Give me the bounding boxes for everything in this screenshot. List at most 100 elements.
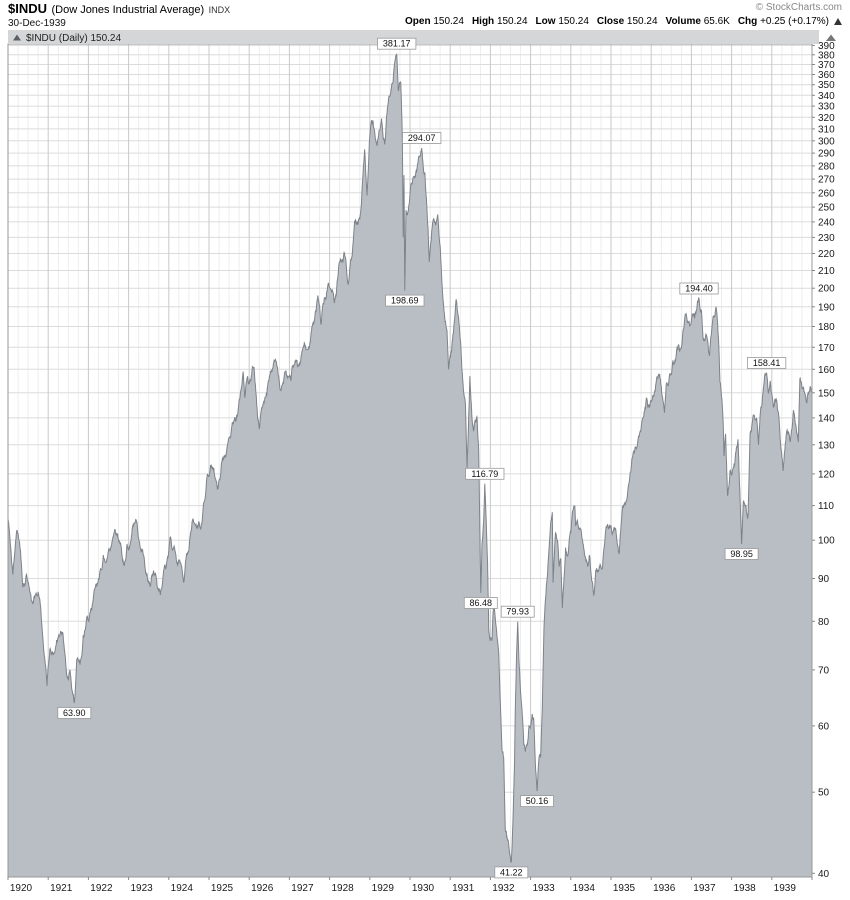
x-axis-label: 1936: [653, 883, 676, 894]
y-axis-label: 390: [818, 41, 835, 52]
symbol-label: $INDU: [8, 1, 48, 16]
y-axis-label: 320: [818, 113, 835, 124]
price-annotation-box: [377, 37, 417, 50]
y-axis-label: 120: [818, 469, 835, 480]
price-annotation: 98.95: [730, 549, 753, 559]
y-axis-label: 60: [818, 721, 830, 732]
y-axis-label: 40: [818, 869, 830, 880]
quote-volume: Volume 65.6K: [666, 16, 730, 27]
y-axis-label: 70: [818, 665, 830, 676]
y-axis-label: 240: [818, 217, 835, 228]
x-axis-label: 1934: [573, 883, 596, 894]
price-annotation: 79.93: [506, 607, 529, 617]
chart-header: $INDU (Dow Jones Industrial Average) IND…: [0, 0, 850, 30]
price-annotation: 116.79: [471, 469, 498, 479]
legend-label: $INDU (Daily) 150.24: [26, 33, 121, 44]
price-annotation-box: [747, 357, 787, 369]
x-axis-label: 1937: [693, 883, 716, 894]
price-annotation-box: [465, 467, 505, 480]
y-axis-label: 50: [818, 788, 830, 799]
y-axis-label: 360: [818, 70, 835, 81]
price-annotation: 158.41: [753, 358, 781, 368]
change-up-arrow-icon: [834, 18, 842, 25]
x-axis-label: 1921: [50, 883, 73, 894]
y-axis-label: 160: [818, 365, 835, 376]
x-axis-label: 1935: [613, 883, 636, 894]
x-axis-label: 1922: [90, 883, 113, 894]
price-annotation-box: [520, 795, 554, 807]
x-axis-label: 1926: [251, 883, 274, 894]
legend-triangle-icon[interactable]: [13, 34, 21, 41]
collapse-arrow-icon[interactable]: [826, 34, 836, 42]
y-axis-label: 270: [818, 175, 835, 186]
quote-open-value: 150.24: [433, 16, 464, 27]
quote-close: Close 150.24: [597, 16, 658, 27]
price-annotation-box: [724, 548, 759, 560]
quote-high-value: 150.24: [496, 16, 528, 27]
quote-high-label: High: [471, 16, 495, 27]
quote-volume-label: Volume: [665, 16, 701, 27]
y-axis-label: 150: [818, 388, 835, 399]
price-annotation: 294.07: [408, 133, 436, 143]
x-axis-label: 1920: [10, 883, 33, 894]
price-annotation-box: [679, 282, 719, 295]
legend-strip: [8, 30, 819, 44]
y-axis-label: 190: [818, 302, 835, 313]
x-axis-label: 1939: [774, 883, 797, 894]
quote-low-value: 150.24: [558, 16, 589, 27]
price-annotation: 63.90: [63, 708, 86, 718]
quote-change: Chg +0.25 (+0.17%): [738, 16, 829, 27]
price-annotation: 194.40: [685, 284, 713, 294]
quote-close-label: Close: [596, 16, 625, 27]
y-axis-label: 230: [818, 233, 835, 244]
y-axis-label: 130: [818, 440, 835, 451]
header-left: $INDU (Dow Jones Industrial Average) IND…: [8, 2, 230, 30]
y-axis-label: 110: [818, 501, 834, 512]
chart-date: 30-Dec-1939: [8, 18, 66, 29]
y-axis-label: 180: [818, 322, 835, 333]
price-annotation-box: [57, 707, 92, 719]
copyright: © StockCharts.com: [755, 2, 842, 13]
symbol-name: (Dow Jones Industrial Average): [51, 4, 205, 16]
x-axis-label: 1930: [412, 883, 435, 894]
price-annotation: 50.16: [526, 796, 549, 806]
y-axis-label: 370: [818, 60, 835, 71]
price-annotation-box: [500, 605, 535, 618]
y-axis-label: 290: [818, 149, 835, 160]
header-right: © StockCharts.com Open 150.24 High 150.2…: [397, 2, 842, 27]
y-axis-label: 260: [818, 188, 835, 199]
page-title: $INDU (Dow Jones Industrial Average) IND…: [8, 2, 230, 17]
y-axis-label: 250: [818, 203, 835, 214]
x-axis-label: 1928: [331, 883, 354, 894]
quote-open: Open 150.24: [405, 16, 464, 27]
y-axis-label: 210: [818, 266, 835, 277]
price-annotation-box: [494, 866, 529, 879]
y-axis-label: 350: [818, 80, 835, 91]
x-axis-label: 1932: [492, 883, 515, 894]
quote-close-value: 150.24: [626, 16, 658, 27]
x-axis-label: 1931: [452, 883, 475, 894]
price-annotation: 86.48: [470, 598, 493, 608]
quote-line: Open 150.24 High 150.24 Low 150.24 Close…: [397, 16, 842, 27]
quote-high: High 150.24: [472, 16, 528, 27]
quote-low-label: Low: [535, 16, 556, 27]
y-axis-label: 340: [818, 91, 835, 102]
y-axis-label: 170: [818, 343, 835, 354]
y-axis-label: 200: [818, 284, 835, 295]
x-axis-label: 1938: [733, 883, 756, 894]
x-axis-label: 1933: [532, 883, 555, 894]
quote-volume-value: 65.6K: [703, 16, 730, 27]
y-axis-label: 100: [818, 536, 835, 547]
y-axis-label: 330: [818, 102, 835, 113]
exchange-tag: INDX: [208, 5, 231, 15]
price-line: [7, 53, 812, 863]
y-axis-label: 280: [818, 161, 835, 172]
price-annotation-box: [463, 597, 498, 609]
x-axis-label: 1925: [211, 883, 234, 894]
price-annotation: 41.22: [500, 867, 523, 877]
price-annotation-box: [402, 132, 442, 144]
quote-change-label: Chg: [737, 16, 758, 27]
price-annotation: 198.69: [391, 296, 419, 306]
y-axis-label: 80: [818, 617, 830, 628]
